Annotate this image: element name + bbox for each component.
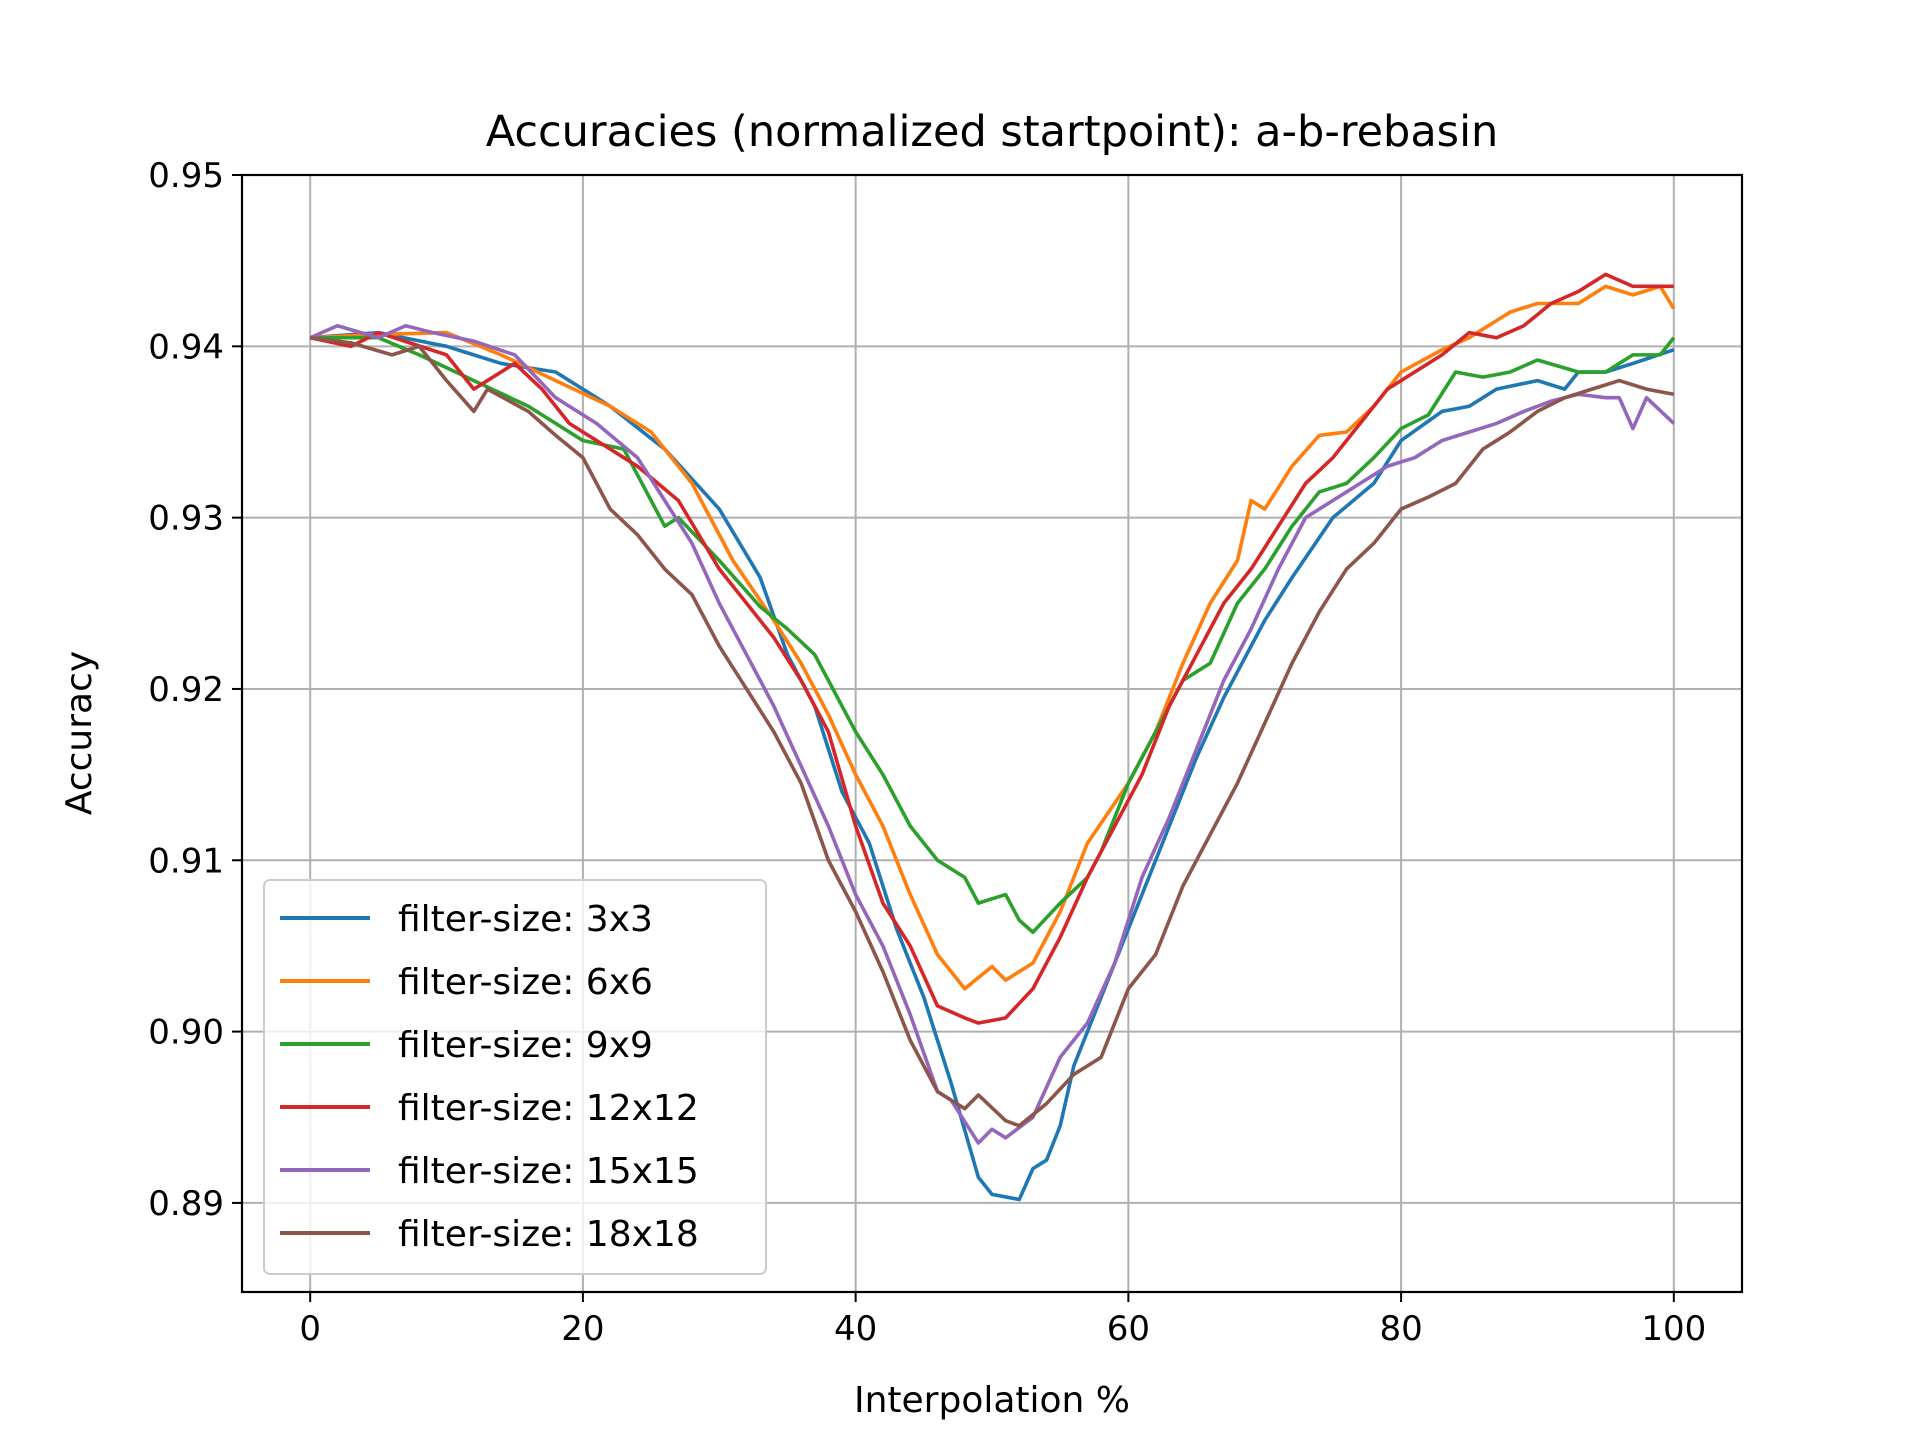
axis-ticks: 0 20 40 60 80 100 0.89 0.90 0.91 0.92 0.93 0.94 0.95 — [148, 156, 1706, 1349]
y-axis-label: Accuracy — [59, 651, 100, 815]
series-line-3 — [310, 335, 1676, 935]
y-tick-label: 0.91 — [148, 841, 224, 881]
legend-label: filter-size: 18x18 — [398, 1214, 699, 1255]
y-tick-label: 0.95 — [148, 156, 224, 196]
legend: filter-size: 3x3 filter-size: 6x6 filter-s… — [263, 879, 767, 1275]
x-tick-label: 20 — [561, 1309, 604, 1349]
y-tick-label: 0.93 — [148, 499, 224, 539]
series-line-4 — [309, 272, 1674, 1025]
x-tick-label: 60 — [1107, 1309, 1150, 1349]
x-tick-label: 40 — [834, 1309, 877, 1349]
series-lines — [309, 272, 1676, 1202]
legend-box — [263, 879, 767, 1275]
series-line-1 — [310, 330, 1675, 1202]
y-tick-label: 0.94 — [148, 327, 224, 367]
series-line-2 — [310, 284, 1676, 991]
y-tick-label: 0.89 — [148, 1184, 224, 1224]
legend-label: filter-size: 3x3 — [398, 899, 653, 940]
legend-label: filter-size: 9x9 — [398, 1025, 653, 1066]
series-line-6 — [309, 335, 1675, 1128]
legend-label: filter-size: 15x15 — [398, 1151, 699, 1192]
x-axis-label: Interpolation % — [854, 1380, 1130, 1421]
series-line-5 — [309, 323, 1676, 1145]
x-tick-label: 80 — [1379, 1309, 1422, 1349]
x-tick-label: 100 — [1641, 1309, 1706, 1349]
plot-frame — [240, 173, 1744, 1294]
y-tick-label: 0.90 — [148, 1013, 224, 1053]
chart-title: Accuracies (normalized startpoint): a-b-… — [486, 107, 1499, 157]
legend-label: filter-size: 12x12 — [398, 1088, 699, 1129]
x-tick-label: 0 — [299, 1309, 321, 1349]
y-tick-label: 0.92 — [148, 670, 224, 710]
legend-label: filter-size: 6x6 — [398, 962, 653, 1003]
